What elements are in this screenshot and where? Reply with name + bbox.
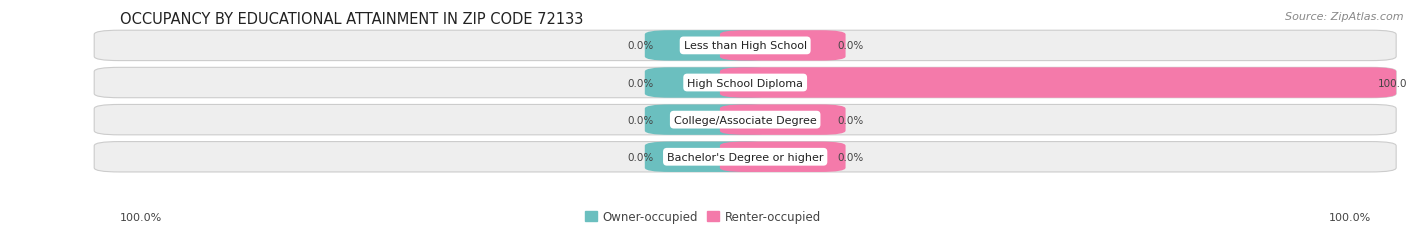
FancyBboxPatch shape (94, 142, 1396, 172)
FancyBboxPatch shape (720, 31, 845, 61)
FancyBboxPatch shape (720, 142, 845, 172)
Text: 0.0%: 0.0% (627, 78, 654, 88)
Text: 100.0%: 100.0% (1329, 212, 1371, 222)
FancyBboxPatch shape (720, 68, 1396, 98)
FancyBboxPatch shape (645, 31, 770, 61)
Text: 0.0%: 0.0% (837, 115, 863, 125)
Text: Source: ZipAtlas.com: Source: ZipAtlas.com (1285, 12, 1403, 21)
Text: Less than High School: Less than High School (683, 41, 807, 51)
FancyBboxPatch shape (94, 31, 1396, 61)
Text: College/Associate Degree: College/Associate Degree (673, 115, 817, 125)
Text: 100.0%: 100.0% (1378, 78, 1406, 88)
Legend: Owner-occupied, Renter-occupied: Owner-occupied, Renter-occupied (585, 210, 821, 223)
FancyBboxPatch shape (94, 68, 1396, 98)
Text: 0.0%: 0.0% (837, 152, 863, 162)
Text: 0.0%: 0.0% (837, 41, 863, 51)
Text: 100.0%: 100.0% (120, 212, 162, 222)
Text: 0.0%: 0.0% (627, 152, 654, 162)
Text: Bachelor's Degree or higher: Bachelor's Degree or higher (666, 152, 824, 162)
Text: 0.0%: 0.0% (627, 41, 654, 51)
FancyBboxPatch shape (645, 68, 770, 98)
Text: OCCUPANCY BY EDUCATIONAL ATTAINMENT IN ZIP CODE 72133: OCCUPANCY BY EDUCATIONAL ATTAINMENT IN Z… (120, 12, 583, 27)
FancyBboxPatch shape (645, 105, 770, 135)
FancyBboxPatch shape (645, 142, 770, 172)
FancyBboxPatch shape (720, 105, 845, 135)
FancyBboxPatch shape (94, 105, 1396, 135)
Text: High School Diploma: High School Diploma (688, 78, 803, 88)
Text: 0.0%: 0.0% (627, 115, 654, 125)
